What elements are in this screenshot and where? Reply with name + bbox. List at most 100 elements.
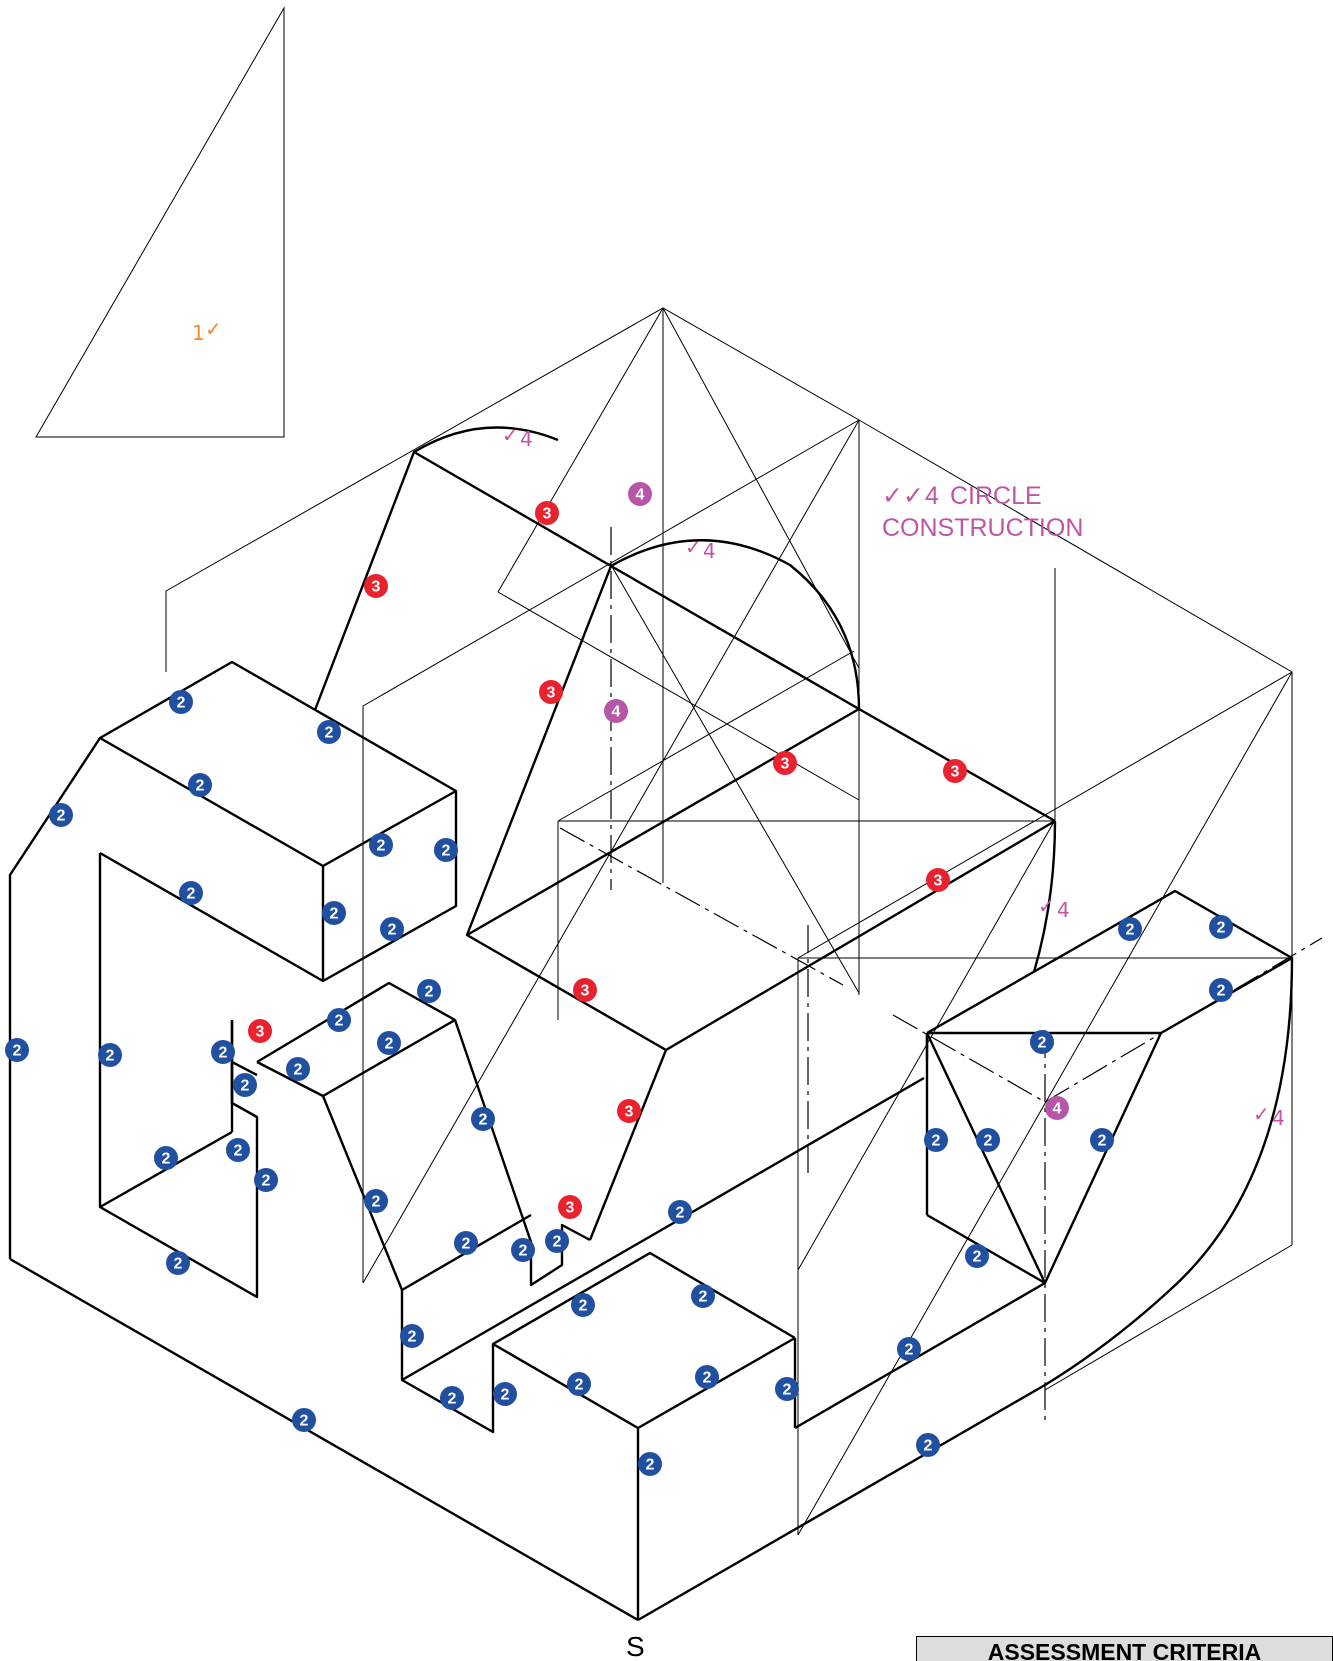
badge-2: 2	[638, 1452, 662, 1476]
svg-text:3: 3	[781, 756, 790, 773]
badge-3: 3	[364, 574, 388, 598]
svg-text:2: 2	[262, 1173, 271, 1190]
svg-text:3: 3	[256, 1024, 265, 1041]
svg-text:2: 2	[425, 984, 434, 1001]
svg-text:4: 4	[636, 487, 645, 504]
svg-text:2: 2	[1098, 1133, 1107, 1150]
badge-2: 2	[400, 1324, 424, 1348]
badge-2: 2	[493, 1382, 517, 1406]
svg-text:2: 2	[924, 1438, 933, 1455]
svg-text:2: 2	[575, 1377, 584, 1394]
badge-4: 4	[604, 699, 628, 723]
centre-lines	[559, 527, 1323, 1425]
badge-2: 2	[1030, 1030, 1054, 1054]
badge-2: 2	[1209, 915, 1233, 939]
magenta-badges: 4 4 4	[604, 482, 1069, 1120]
svg-text:2: 2	[106, 1048, 115, 1065]
svg-text:✓: ✓	[502, 423, 519, 447]
svg-text:2: 2	[699, 1289, 708, 1306]
svg-text:2: 2	[294, 1062, 303, 1079]
badge-2: 2	[98, 1043, 122, 1067]
arc-mark-right-upper: ✓ 4	[1038, 894, 1070, 922]
badge-2: 2	[317, 720, 341, 744]
svg-text:3: 3	[547, 685, 556, 702]
svg-text:2: 2	[479, 1112, 488, 1129]
badge-2: 2	[286, 1057, 310, 1081]
badge-2: 2	[924, 1128, 948, 1152]
svg-text:2: 2	[162, 1151, 171, 1168]
svg-text:2: 2	[330, 906, 339, 923]
badge-2: 2	[976, 1128, 1000, 1152]
badge-2: 2	[471, 1107, 495, 1131]
badge-2: 2	[211, 1040, 235, 1064]
badge-2: 2	[567, 1372, 591, 1396]
badge-2: 2	[691, 1284, 715, 1308]
badge-2: 2	[169, 690, 193, 714]
svg-text:✓: ✓	[205, 317, 222, 341]
badge-2: 2	[5, 1038, 29, 1062]
badge-2: 2	[916, 1433, 940, 1457]
svg-text:3: 3	[566, 1200, 575, 1217]
svg-text:2: 2	[1217, 920, 1226, 937]
svg-text:2: 2	[932, 1133, 941, 1150]
svg-text:2: 2	[234, 1143, 243, 1160]
arc-mark-right-lower: ✓ 4	[1253, 1102, 1285, 1130]
badge-2: 2	[897, 1337, 921, 1361]
svg-text:2: 2	[676, 1205, 685, 1222]
arc-mark-top-left: ✓ 4	[502, 423, 533, 451]
badge-2: 2	[511, 1238, 535, 1262]
badge-2: 2	[417, 979, 441, 1003]
badge-3: 3	[573, 978, 597, 1002]
svg-text:2: 2	[1217, 983, 1226, 1000]
svg-text:2: 2	[905, 1342, 914, 1359]
badge-3: 3	[539, 680, 563, 704]
svg-text:4: 4	[703, 539, 716, 563]
svg-text:2: 2	[783, 1382, 792, 1399]
badge-3: 3	[926, 868, 950, 892]
badge-3: 3	[617, 1099, 641, 1123]
badge-2: 2	[254, 1168, 278, 1192]
svg-text:2: 2	[187, 886, 196, 903]
badge-2: 2	[695, 1365, 719, 1389]
svg-text:1: 1	[192, 321, 205, 345]
badge-2: 2	[440, 1386, 464, 1410]
badge-2: 2	[1090, 1128, 1114, 1152]
svg-text:3: 3	[951, 764, 960, 781]
reference-triangle	[35, 6, 285, 438]
svg-text:✓✓: ✓✓	[882, 482, 924, 510]
svg-text:2: 2	[372, 1194, 381, 1211]
blue-badges: 2 2 2 2 2 2 2 2 2 2 2 2 2 2 2 2 2 2 2 2 …	[5, 690, 1233, 1476]
badge-3: 3	[248, 1019, 272, 1043]
svg-text:2: 2	[703, 1370, 712, 1387]
svg-text:CONSTRUCTION: CONSTRUCTION	[882, 514, 1083, 542]
svg-text:3: 3	[581, 983, 590, 1000]
svg-text:2: 2	[442, 843, 451, 860]
svg-text:2: 2	[388, 922, 397, 939]
badge-4: 4	[1045, 1096, 1069, 1120]
svg-text:2: 2	[984, 1133, 993, 1150]
mark-1-tick: 1 ✓	[192, 317, 222, 345]
badge-2: 2	[434, 838, 458, 862]
svg-text:2: 2	[300, 1413, 309, 1430]
badge-3: 3	[943, 759, 967, 783]
badge-2: 2	[179, 881, 203, 905]
badge-2: 2	[775, 1377, 799, 1401]
badge-2: 2	[1118, 917, 1142, 941]
svg-text:2: 2	[174, 1256, 183, 1273]
svg-text:2: 2	[13, 1043, 22, 1060]
badge-2: 2	[668, 1200, 692, 1224]
svg-text:4: 4	[1053, 1101, 1062, 1118]
badge-2: 2	[965, 1244, 989, 1268]
object-outline	[8, 426, 1294, 1622]
svg-text:2: 2	[646, 1457, 655, 1474]
svg-text:2: 2	[196, 778, 205, 795]
badge-2: 2	[226, 1138, 250, 1162]
svg-text:✓: ✓	[1253, 1102, 1270, 1126]
svg-text:2: 2	[973, 1249, 982, 1266]
badge-2: 2	[327, 1008, 351, 1032]
badge-2: 2	[545, 1229, 569, 1253]
badge-2: 2	[166, 1251, 190, 1275]
svg-text:2: 2	[57, 808, 66, 825]
svg-text:4: 4	[925, 482, 939, 510]
